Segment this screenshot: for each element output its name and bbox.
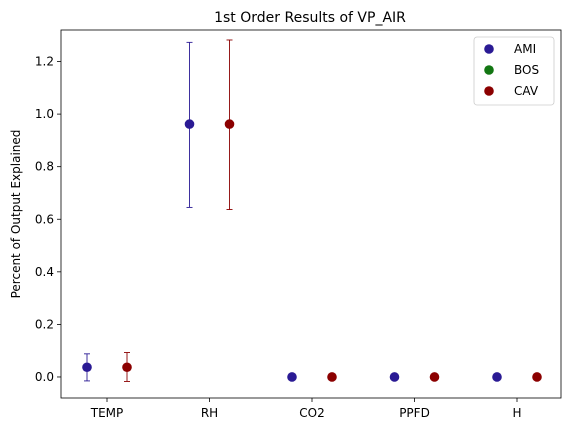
- x-tick-label: H: [512, 406, 521, 420]
- data-point: [82, 362, 92, 373]
- legend-label: CAV: [514, 84, 539, 98]
- x-tick-label: RH: [201, 406, 218, 420]
- y-tick-label: 0.4: [35, 265, 54, 279]
- y-tick-label: 1.2: [35, 55, 54, 69]
- data-point: [429, 372, 440, 382]
- y-axis-label: Percent of Output Explained: [9, 130, 23, 299]
- legend-marker: [484, 65, 494, 75]
- data-point: [532, 372, 542, 382]
- chart-title: 1st Order Results of VP_AIR: [214, 10, 406, 26]
- legend-marker: [484, 86, 494, 96]
- legend-box: [473, 36, 555, 106]
- data-point: [327, 372, 337, 382]
- legend-label: AMI: [514, 42, 536, 56]
- x-tick-label: TEMP: [90, 406, 124, 420]
- y-tick-label: 0.0: [35, 370, 54, 384]
- y-tick-label: 1.0: [35, 107, 54, 121]
- data-point: [492, 372, 502, 382]
- data-point: [389, 372, 400, 382]
- y-tick-label: 0.6: [35, 212, 54, 226]
- data-point: [122, 362, 132, 373]
- legend-label: BOS: [514, 63, 539, 77]
- data-point: [184, 119, 195, 129]
- plot-frame: [60, 29, 562, 399]
- data-point: [224, 119, 235, 129]
- y-tick-label: 0.2: [35, 317, 54, 331]
- x-tick-label: CO2: [299, 406, 324, 420]
- legend: AMI BOS CAV: [473, 36, 555, 106]
- y-tick-label: 0.8: [35, 160, 54, 174]
- legend-marker: [484, 44, 494, 54]
- data-point: [287, 372, 297, 382]
- x-tick-label: PPFD: [399, 406, 430, 420]
